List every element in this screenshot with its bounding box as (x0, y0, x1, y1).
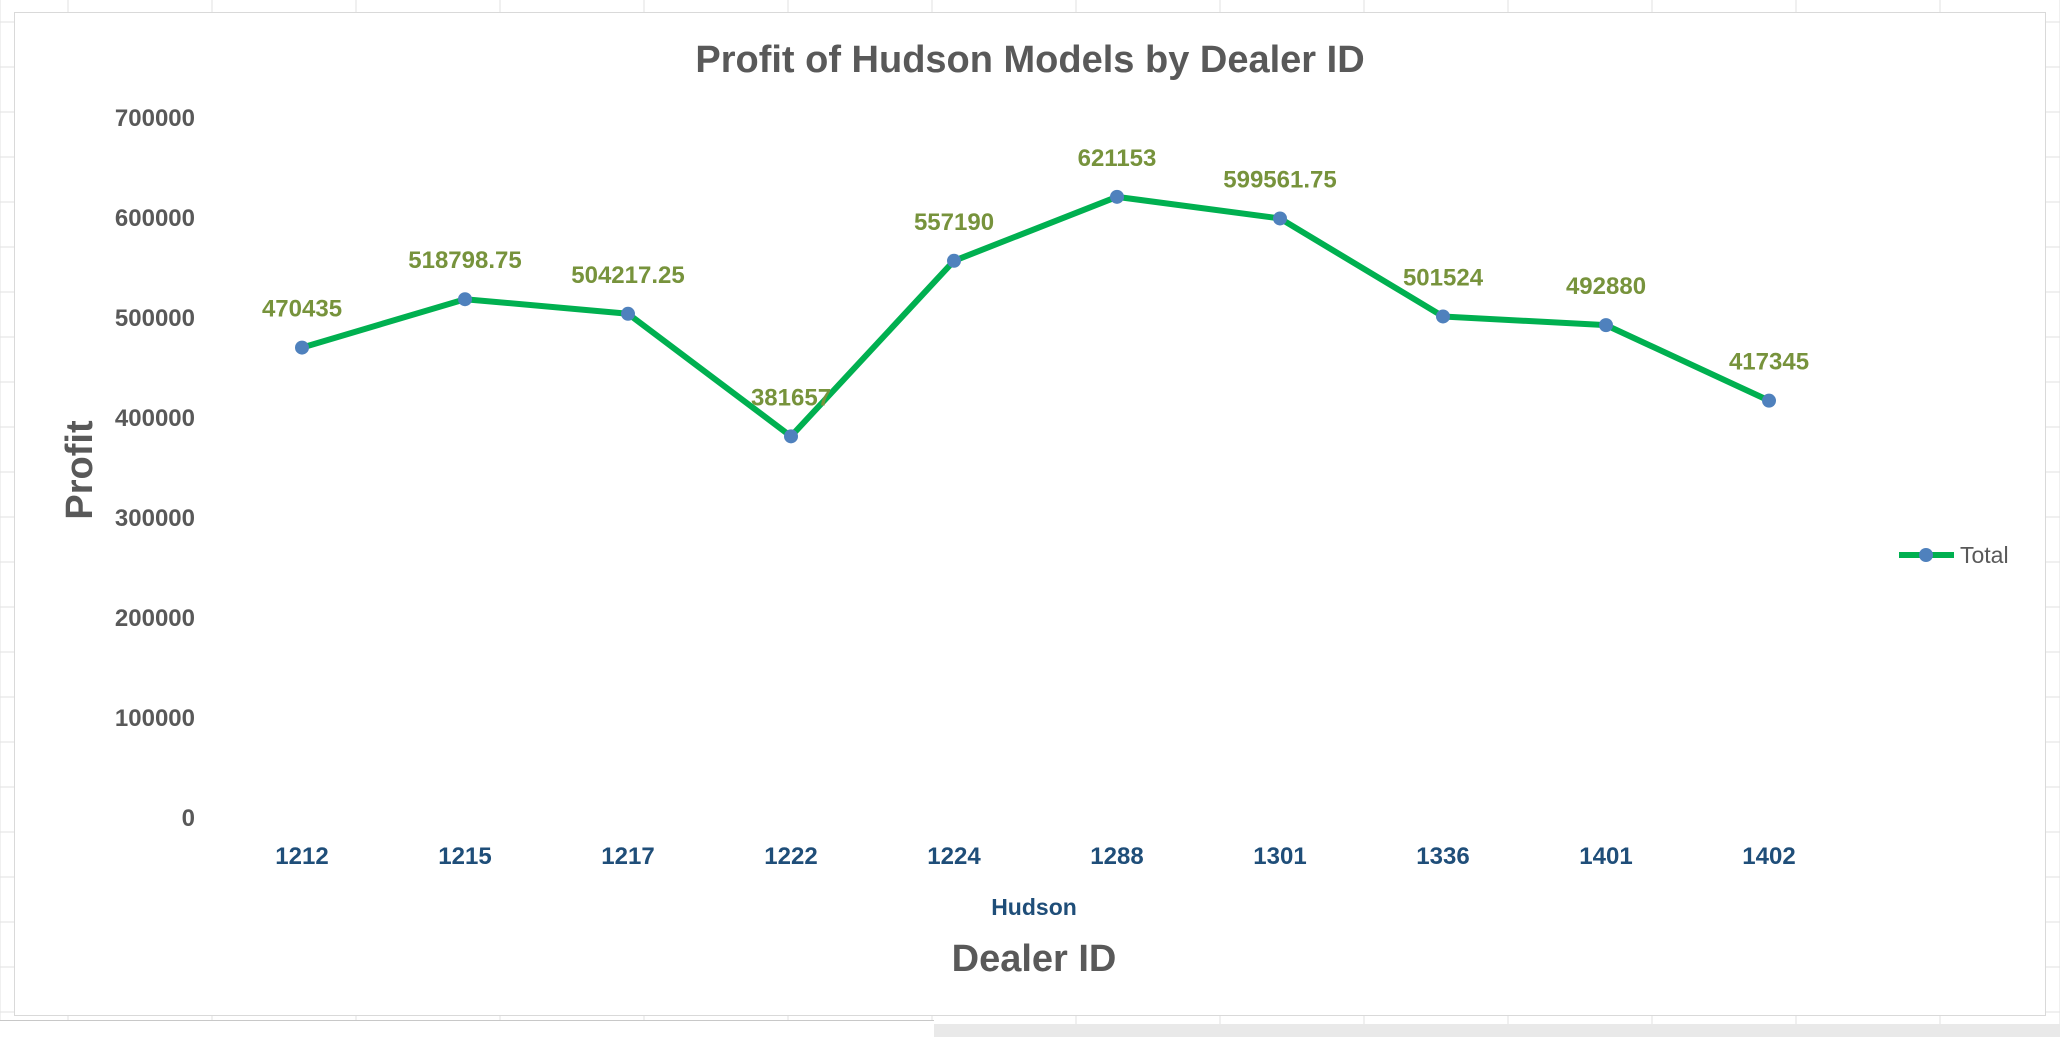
data-point-marker (1762, 393, 1776, 408)
chart-title: Profit of Hudson Models by Dealer ID (695, 39, 1364, 81)
y-axis-tick-labels: 0 100000 200000 300000 400000 500000 600000 700… (115, 105, 195, 832)
x-tick-label: 1212 (275, 843, 328, 870)
y-tick-label: 400000 (115, 405, 195, 432)
data-label: 417345 (1729, 349, 1809, 376)
data-label: 557190 (914, 209, 994, 236)
x-tick-label: 1222 (764, 843, 817, 870)
data-point-marker (947, 253, 961, 268)
x-tick-label: 1401 (1579, 843, 1632, 870)
data-point-marker (458, 292, 472, 307)
x-axis-group-label: Hudson (991, 894, 1077, 920)
y-tick-label: 700000 (115, 105, 195, 132)
data-label: 501524 (1403, 264, 1484, 291)
y-tick-label: 500000 (115, 305, 195, 332)
data-label: 504217.25 (571, 262, 684, 289)
x-tick-label: 1336 (1416, 843, 1469, 870)
horizontal-scrollbar[interactable] (934, 1024, 2060, 1037)
legend: Total (1899, 542, 2009, 568)
data-label: 470435 (262, 296, 342, 323)
data-point-marker (295, 340, 309, 355)
y-tick-label: 600000 (115, 205, 195, 232)
sheet-bottom-strip (0, 1020, 2060, 1038)
x-axis-tick-labels: 1212 1215 1217 1222 1224 1288 1301 1336 1401 1402 (275, 843, 1795, 870)
y-axis-title: Profit (59, 420, 101, 520)
series-line-group (299, 193, 1772, 440)
data-point-marker (1599, 318, 1613, 333)
data-point-marker (1273, 211, 1287, 226)
data-label: 599561.75 (1223, 166, 1336, 193)
sheet-tab-area (0, 1020, 934, 1038)
y-tick-label: 300000 (115, 505, 195, 532)
y-tick-label: 200000 (115, 605, 195, 632)
x-tick-label: 1217 (601, 843, 654, 870)
x-tick-label: 1288 (1090, 843, 1143, 870)
data-label: 518798.75 (408, 247, 521, 274)
legend-marker-swatch (1919, 548, 1933, 562)
series-line-total (299, 193, 1772, 440)
x-tick-label: 1301 (1253, 843, 1306, 870)
x-tick-label: 1215 (438, 843, 491, 870)
data-label: 621153 (1078, 145, 1157, 172)
data-point-marker (1110, 189, 1124, 204)
legend-entry-total: Total (1960, 542, 2009, 568)
y-tick-label: 100000 (115, 705, 195, 732)
data-label: 492880 (1566, 273, 1646, 300)
data-point-marker (1436, 309, 1450, 324)
data-point-marker (621, 306, 635, 321)
series-markers (295, 189, 1776, 444)
y-tick-label: 0 (182, 805, 195, 832)
x-tick-label: 1224 (927, 843, 981, 870)
data-point-marker (784, 429, 798, 444)
x-tick-label: 1402 (1742, 843, 1795, 870)
chart-area[interactable] (14, 12, 2046, 1016)
data-labels: 470435 518798.75 504217.25 381657 557190 6211… (262, 145, 1809, 411)
data-label: 381657 (751, 384, 831, 411)
x-axis-title: Dealer ID (952, 938, 1117, 980)
